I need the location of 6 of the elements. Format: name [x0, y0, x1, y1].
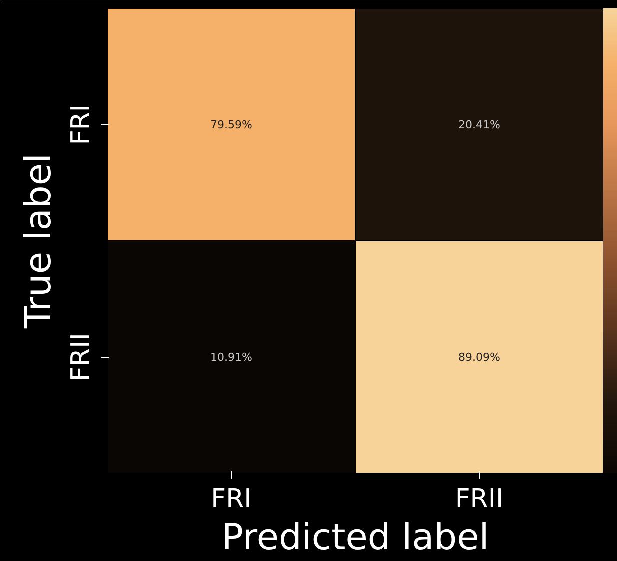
data-label: 89.09% — [458, 350, 500, 364]
y-axis-title: True label — [18, 154, 60, 330]
data-label: 10.91% — [210, 350, 252, 364]
data-label: 20.41% — [458, 118, 500, 132]
data-label: 79.59% — [210, 118, 252, 132]
x-axis-title: Predicted label — [222, 518, 490, 558]
